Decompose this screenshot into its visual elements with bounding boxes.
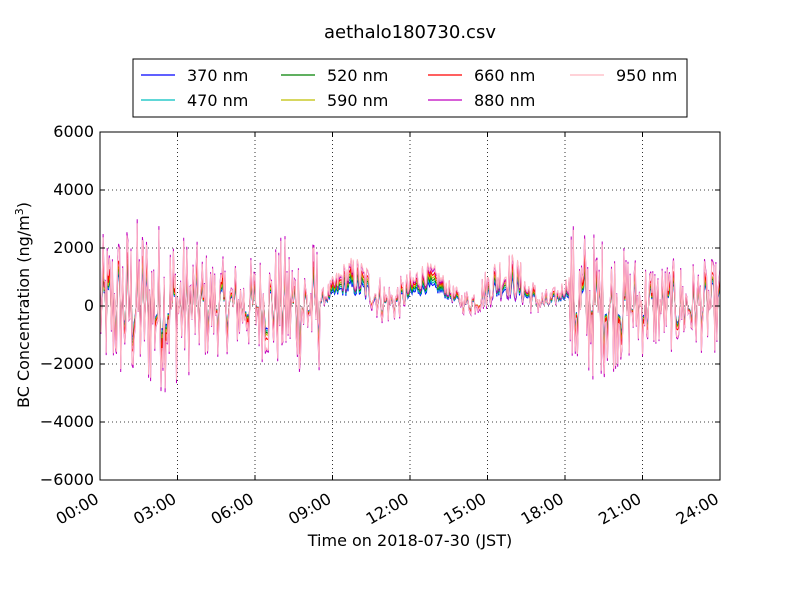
x-tick-label: 15:00 xyxy=(440,489,489,529)
legend-label: 470 nm xyxy=(187,91,248,110)
y-tick-label: −4000 xyxy=(40,412,94,431)
x-tick-label: 24:00 xyxy=(673,489,722,529)
x-tick-label: 03:00 xyxy=(130,489,179,529)
legend-item: 660 nm xyxy=(428,66,535,85)
y-tick-label: −2000 xyxy=(40,354,94,373)
series-lines xyxy=(99,219,721,393)
y-axis-label: BC Concentration (ng/m3) xyxy=(13,202,33,408)
x-tick-label: 12:00 xyxy=(363,489,412,529)
y-axis-label-main: BC Concentration (ng/m xyxy=(14,215,33,408)
y-tick-label: 0 xyxy=(84,296,94,315)
legend-label: 880 nm xyxy=(474,91,535,110)
x-tick-label: 18:00 xyxy=(518,489,567,529)
plot-frame xyxy=(99,131,721,481)
legend-label: 660 nm xyxy=(474,66,535,85)
legend-label: 590 nm xyxy=(327,91,388,110)
legend-item: 880 nm xyxy=(428,91,535,110)
x-tick-label: 21:00 xyxy=(595,489,644,529)
x-tick-label: 06:00 xyxy=(208,489,257,529)
y-tick-label: −6000 xyxy=(40,470,94,489)
y-axis-label-end: ) xyxy=(14,202,33,208)
legend-label: 370 nm xyxy=(187,66,248,85)
y-axis-label-superscript: 3 xyxy=(13,208,26,215)
legend-item: 370 nm xyxy=(141,66,248,85)
chart-title: aethalo180730.csv xyxy=(324,22,496,43)
legend-box xyxy=(132,58,688,118)
x-tick-label: 00:00 xyxy=(53,489,102,529)
legend-item: 590 nm xyxy=(281,91,388,110)
y-tick-label: 6000 xyxy=(53,122,94,141)
y-tick-label: 4000 xyxy=(53,180,94,199)
legend-item: 520 nm xyxy=(281,66,388,85)
series-line xyxy=(99,223,721,389)
y-tick-label: 2000 xyxy=(53,238,94,257)
legend-label: 520 nm xyxy=(327,66,388,85)
legend-item: 950 nm xyxy=(570,66,677,85)
legend-item: 470 nm xyxy=(141,91,248,110)
legend-label: 950 nm xyxy=(616,66,677,85)
legend: 370 nm 470 nm 520 nm 590 nm 660 nm 880 nm 950 … xyxy=(132,58,688,118)
x-tick-label: 09:00 xyxy=(285,489,334,529)
x-axis-label: Time on 2018-07-30 (JST) xyxy=(307,531,512,550)
